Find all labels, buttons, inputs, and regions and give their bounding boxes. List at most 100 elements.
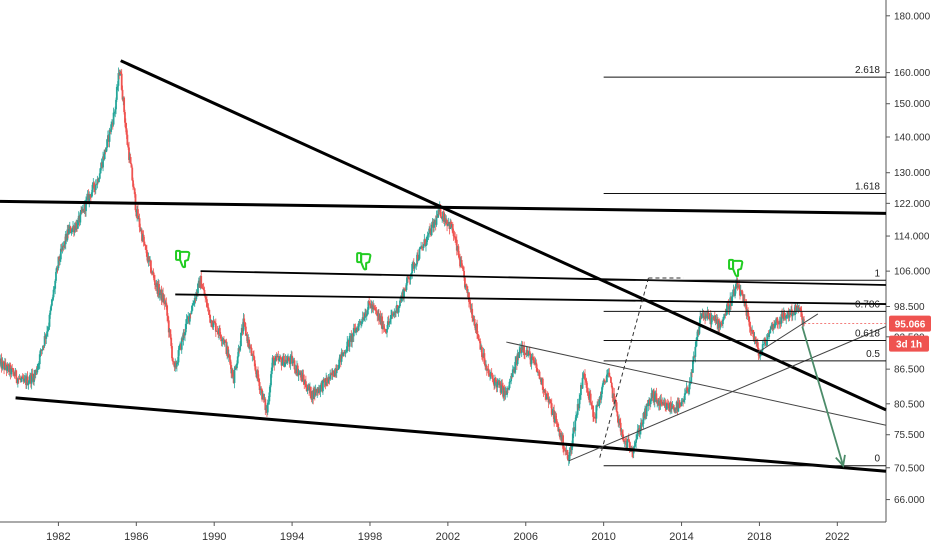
candle-body [269,385,272,393]
candle-body [30,373,33,384]
candle-body [479,341,482,350]
y-tick-label: 180.000 [894,11,931,22]
candle-body [592,405,595,417]
candle-body [353,327,356,330]
candle-body [626,440,629,449]
candle-body [373,305,375,308]
candle-body [684,393,687,394]
candle-body [739,290,742,296]
candle-body [246,335,249,344]
y-tick-label: 130.000 [894,168,931,179]
candle-body [39,350,42,355]
candle-body [34,370,37,376]
candle-body [691,360,694,373]
candle-body [483,353,486,364]
candle-body [446,220,448,226]
candle-body [102,156,104,168]
candle-body [296,365,299,376]
candle-body [306,389,309,392]
candle-body [305,387,308,392]
candle-body [641,423,644,425]
candle-body [390,315,392,319]
candle-body [291,361,294,364]
candle-body [184,332,186,336]
candle-body [43,336,46,346]
fib-level-label: 0 [874,454,880,465]
candle-body [610,377,612,383]
candle-body [590,402,593,406]
last-price-badge [889,315,931,332]
candle-body [258,382,261,391]
candle-body [721,323,724,325]
x-tick-label: 1990 [202,531,226,543]
candle-body [180,338,183,350]
candle-body [133,188,136,195]
candle-body [139,227,142,231]
candle-body [589,393,592,403]
candle-body [571,443,573,451]
candle-body [182,332,185,341]
candle-body [734,284,737,290]
candle-body [424,239,427,246]
annotations [175,249,846,468]
y-tick-label: 160.000 [894,68,931,79]
candle-body [562,448,565,450]
candle-body [213,320,216,323]
candle-body [642,413,645,424]
candle-body [749,326,752,331]
fib-level-label: 0.786 [855,299,880,310]
candle-body [392,314,395,316]
candle-body [425,244,427,246]
price-axis[interactable]: 66.00070.50075.50080.50086.50092.50098.5… [804,11,931,506]
candle-body [524,354,527,356]
candle-body [407,276,410,278]
candle-body [211,326,214,328]
candle-body [223,340,226,343]
candle-body [613,393,616,405]
candle-body [597,405,600,406]
candle-body [10,368,13,375]
candle-body [406,276,409,284]
candle-body [621,431,624,435]
candle-body [524,353,526,355]
candle-body [549,399,551,403]
candle-body [240,332,242,347]
candle-body [365,314,368,317]
candle-body [191,305,194,311]
candle-body [511,369,514,378]
candle-body [38,354,41,365]
candle-body [355,328,358,333]
candle-body [683,399,685,402]
candle-body [748,321,751,327]
candle-body [532,356,534,361]
trend-lines [0,59,887,473]
x-tick-label: 2018 [747,531,771,543]
candle-body [427,232,430,236]
candle-body [69,226,72,233]
candle-body [582,373,585,378]
trendline-thin-channel-lower [568,326,887,462]
candle-body [176,362,179,364]
candle-body [710,317,713,325]
y-tick-label: 70.500 [894,463,925,474]
candle-body [484,363,487,367]
candle-body [661,403,663,405]
candle-body [738,285,741,290]
candle-body [132,180,134,187]
candle-body [695,340,698,347]
candle-body [667,404,670,409]
candle-body [419,248,422,250]
candles [0,67,805,466]
candle-body [254,366,257,372]
candle-body [554,415,556,423]
candle-body [440,216,443,219]
candle-body [257,378,260,383]
fib-level-label: 0.5 [866,349,880,360]
time-axis[interactable]: 1982 1986 1990 1994 1998 2002 2006 2010 2014 2018… [46,522,850,543]
candle-body [492,378,495,380]
candle-body [46,331,48,335]
candle-body [526,350,529,356]
trendline-support-channel [15,396,887,473]
candle-body [186,318,189,320]
